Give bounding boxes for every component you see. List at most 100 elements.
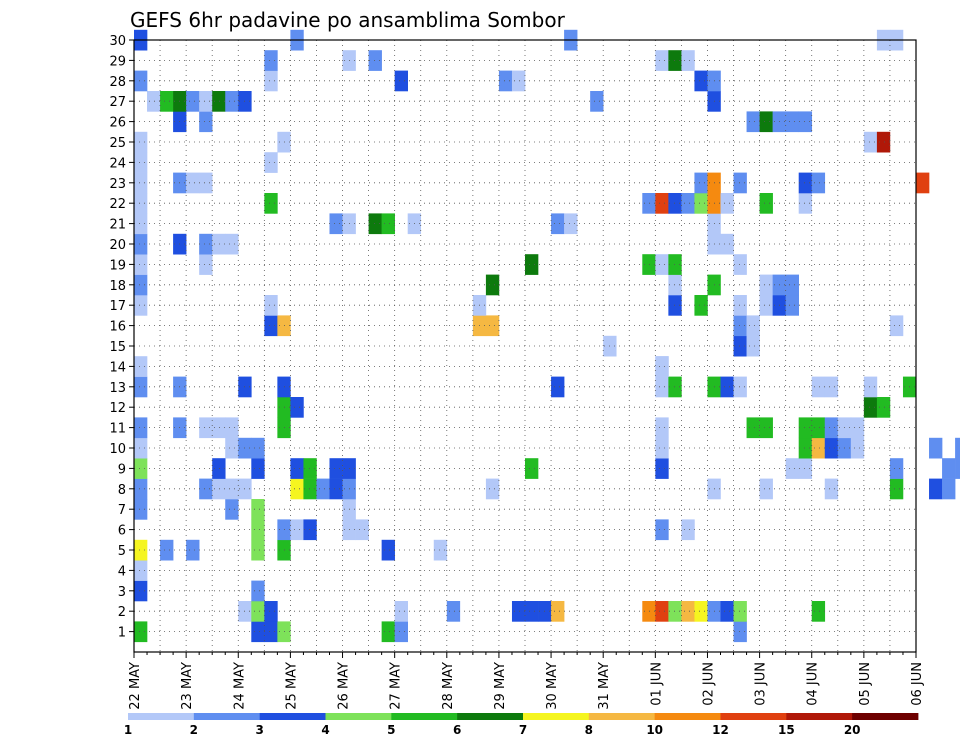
- precip-cell: [134, 560, 148, 581]
- x-tick-label: 29 MAY: [493, 662, 508, 710]
- y-tick-label: 26: [109, 116, 126, 131]
- y-tick-label: 14: [109, 360, 126, 375]
- y-tick-label: 30: [109, 34, 126, 49]
- precip-cell: [942, 458, 956, 479]
- grid-lines: [133, 40, 917, 652]
- precip-cell: [251, 458, 265, 479]
- precip-cell: [264, 50, 278, 71]
- precip-cell: [290, 397, 304, 418]
- precip-cell: [668, 274, 682, 296]
- precip-cell: [485, 315, 500, 337]
- precip-cell: [316, 478, 330, 500]
- precip-cell: [134, 376, 148, 398]
- precip-cell: [889, 458, 904, 479]
- precip-cell: [824, 376, 839, 398]
- precip-cell: [655, 458, 669, 479]
- precip-cell: [668, 193, 682, 214]
- precip-cell: [746, 111, 760, 133]
- precip-cell: [720, 601, 734, 622]
- x-tick-label: 04 JUN: [806, 662, 821, 706]
- precip-cell: [746, 315, 760, 337]
- y-tick-label: 8: [118, 483, 126, 498]
- precip-cell: [564, 213, 578, 235]
- precip-cell: [134, 417, 148, 439]
- precip-cell: [785, 295, 799, 316]
- precip-cell: [694, 193, 708, 214]
- x-tick-label: 06 JUN: [910, 662, 925, 706]
- colorbar-label: 6: [453, 723, 461, 737]
- precip-cell: [733, 335, 747, 357]
- precip-cell: [668, 376, 682, 398]
- y-tick-label: 29: [109, 54, 126, 69]
- precip-cell: [929, 478, 943, 500]
- precip-cell: [212, 478, 226, 500]
- precip-cell: [694, 295, 708, 316]
- precip-cell: [681, 519, 695, 541]
- colorbar-label: 4: [321, 723, 329, 737]
- colorbar-swatch: [391, 713, 458, 720]
- colorbar-swatch: [128, 713, 195, 720]
- precip-cell: [303, 458, 317, 479]
- precip-cell: [811, 417, 826, 439]
- precip-cell: [655, 50, 669, 71]
- y-tick-label: 23: [109, 177, 126, 192]
- precip-cell: [251, 519, 265, 541]
- precip-cell: [485, 478, 500, 500]
- y-axis: 1234567891011121314151617181920212223242…: [109, 34, 134, 641]
- precip-cell: [929, 437, 943, 459]
- precip-cell: [655, 417, 669, 439]
- precip-cell: [720, 376, 734, 398]
- precip-cell: [759, 478, 773, 500]
- precip-cell: [733, 254, 747, 275]
- precip-cell: [642, 601, 656, 622]
- colorbar-swatch: [523, 713, 590, 720]
- precip-cell: [798, 417, 813, 439]
- x-tick-label: 31 MAY: [597, 662, 612, 710]
- y-tick-label: 20: [109, 238, 126, 253]
- precip-cell: [863, 376, 878, 398]
- precip-cell: [733, 315, 747, 337]
- y-tick-label: 10: [109, 442, 126, 457]
- precip-cell: [329, 478, 343, 500]
- precip-cell: [720, 233, 734, 255]
- x-tick-label: 01 JUN: [649, 662, 664, 706]
- precip-cell: [655, 193, 669, 214]
- precip-cell: [134, 254, 148, 275]
- precip-cell: [694, 172, 708, 194]
- precip-cell: [199, 254, 213, 275]
- precip-cell: [733, 621, 747, 643]
- precip-cell: [681, 50, 695, 71]
- precip-cell: [212, 417, 226, 439]
- precip-cell: [134, 233, 148, 255]
- y-tick-label: 27: [109, 95, 126, 110]
- y-tick-label: 24: [109, 156, 126, 171]
- x-tick-label: 05 JUN: [858, 662, 873, 706]
- precip-cell: [199, 478, 213, 500]
- precip-cell: [811, 172, 826, 194]
- precip-cell: [694, 70, 708, 92]
- precip-cell: [212, 91, 226, 112]
- precip-cell: [134, 193, 148, 214]
- colorbar-label: 15: [778, 723, 795, 737]
- chart-title: GEFS 6hr padavine po ansamblima Sombor: [130, 8, 566, 32]
- precip-cell: [134, 621, 148, 643]
- precip-cell: [264, 193, 278, 214]
- precip-cell: [199, 111, 213, 133]
- y-tick-label: 6: [118, 524, 126, 539]
- precip-cell: [134, 213, 148, 235]
- precip-cell: [160, 91, 174, 112]
- precip-cell: [134, 458, 148, 479]
- y-tick-label: 25: [109, 136, 126, 151]
- precip-cell: [759, 274, 773, 296]
- precip-cell: [668, 295, 682, 316]
- precip-cell: [525, 254, 539, 275]
- precip-cell: [251, 601, 265, 622]
- y-tick-label: 21: [109, 218, 126, 233]
- precip-cell: [916, 172, 930, 194]
- precip-cell: [733, 172, 747, 194]
- colorbar-label: 7: [519, 723, 527, 737]
- precip-cell: [551, 213, 565, 235]
- y-tick-label: 7: [118, 503, 126, 518]
- precip-cell: [290, 458, 304, 479]
